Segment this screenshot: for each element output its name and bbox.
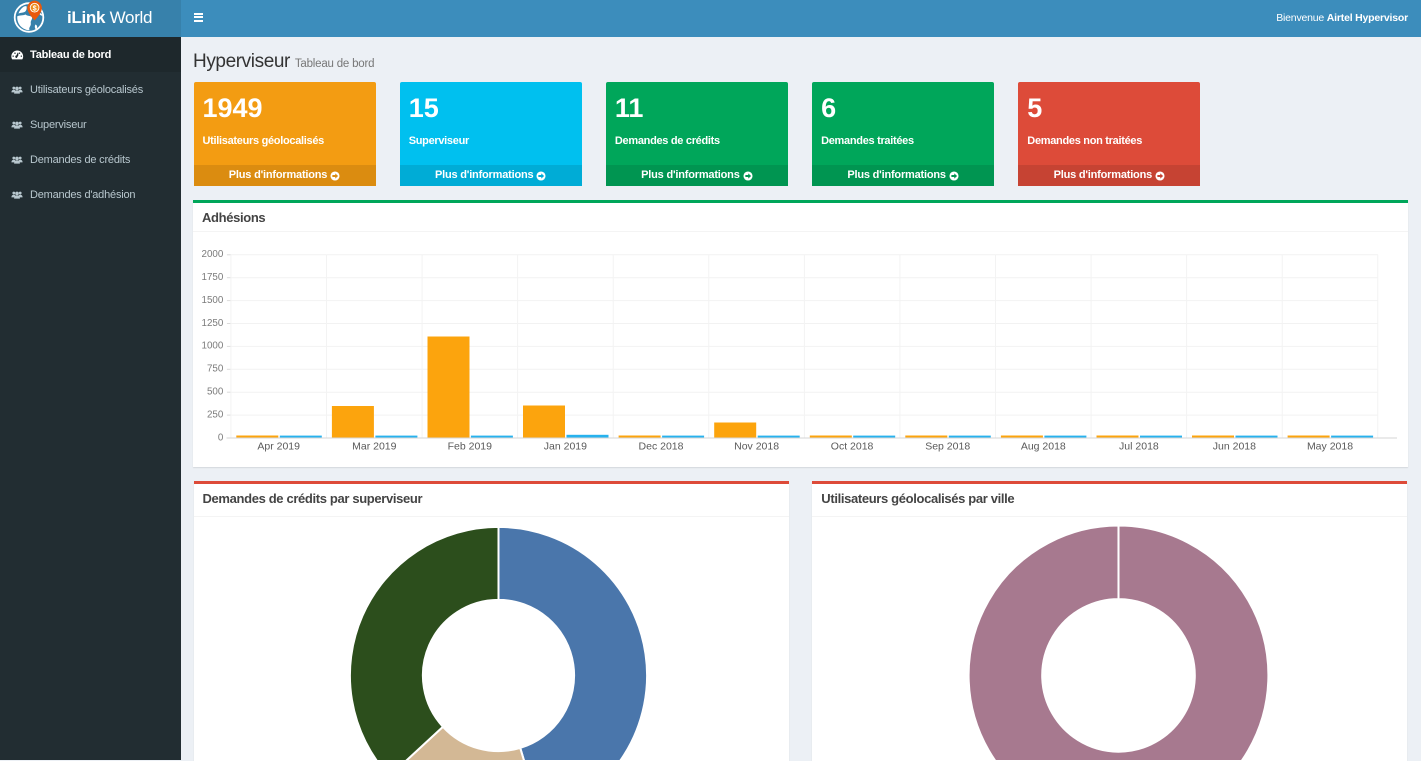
svg-text:1750: 1750	[202, 272, 224, 283]
svg-text:Nov 2018: Nov 2018	[734, 441, 779, 453]
svg-text:May 2018: May 2018	[1307, 441, 1353, 453]
svg-text:750: 750	[207, 364, 224, 375]
svg-text:0: 0	[218, 432, 224, 443]
svg-text:Sep 2018: Sep 2018	[925, 441, 970, 453]
svg-text:Aug 2018: Aug 2018	[1021, 441, 1066, 453]
svg-text:500: 500	[207, 387, 224, 398]
svg-text:Dec 2018: Dec 2018	[639, 441, 684, 453]
svg-text:Feb 2019: Feb 2019	[448, 441, 493, 453]
svg-text:Jun 2018: Jun 2018	[1213, 441, 1256, 453]
svg-text:1250: 1250	[202, 318, 224, 329]
svg-text:Jan 2019: Jan 2019	[544, 441, 587, 453]
svg-text:1000: 1000	[202, 341, 224, 352]
svg-text:Apr 2019: Apr 2019	[257, 441, 300, 453]
svg-text:250: 250	[207, 409, 224, 420]
svg-text:$: $	[33, 3, 37, 12]
svg-text:Jul 2018: Jul 2018	[1119, 441, 1159, 453]
svg-text:1500: 1500	[202, 295, 224, 306]
svg-text:Mar 2019: Mar 2019	[352, 441, 397, 453]
svg-text:2000: 2000	[202, 249, 224, 260]
svg-text:Oct 2018: Oct 2018	[831, 441, 874, 453]
